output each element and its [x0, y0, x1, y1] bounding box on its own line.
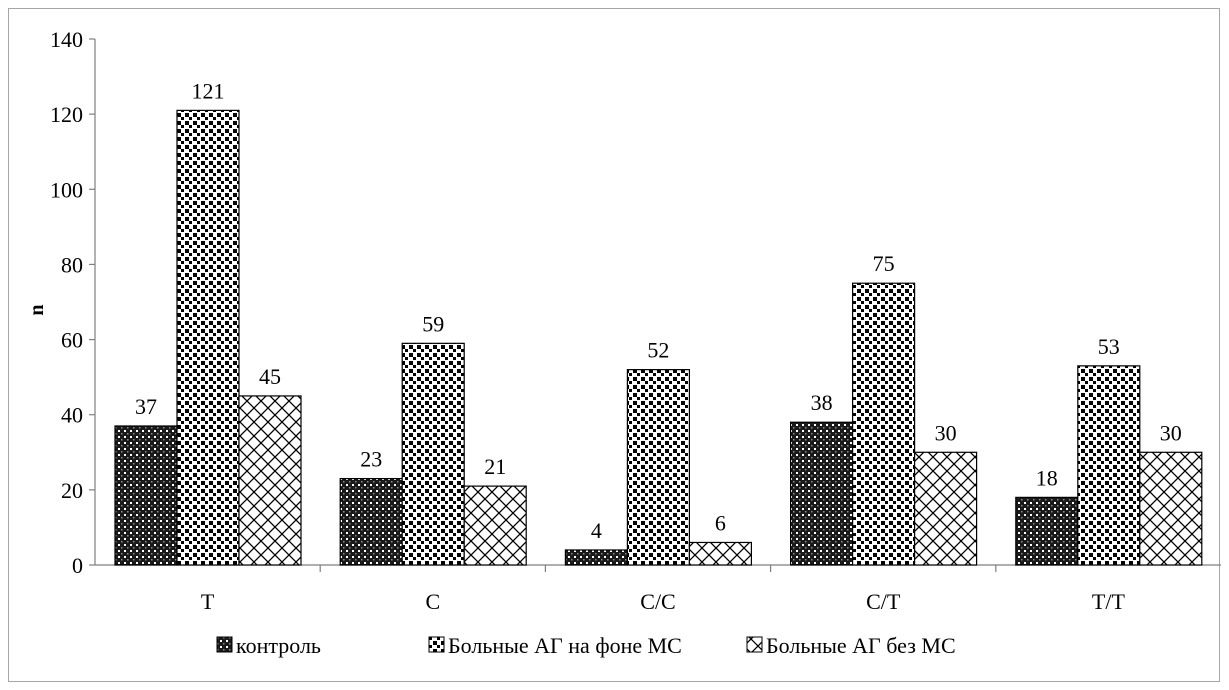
- y-tick-label: 20: [61, 478, 83, 503]
- x-tick-label: C/T: [866, 589, 901, 614]
- bar: [238, 395, 302, 566]
- bar: [564, 549, 629, 566]
- data-label: 21: [484, 454, 506, 479]
- x-tick-label: C: [425, 589, 440, 614]
- data-label: 30: [1160, 420, 1182, 445]
- legend-label: контроль: [236, 633, 321, 658]
- data-label: 37: [135, 394, 157, 419]
- data-label: 75: [873, 251, 895, 276]
- y-tick-label: 0: [72, 553, 83, 578]
- bar: [401, 342, 465, 566]
- bar-chart: 0 20 40 60 80 100 120 140 n T C C/C C/T T/T 37 23 4 38 18…: [26, 27, 1221, 658]
- legend-label: Больные АГ без МС: [766, 633, 956, 658]
- data-label: 6: [715, 510, 726, 535]
- data-label: 4: [591, 518, 602, 543]
- bar: [1015, 496, 1079, 566]
- bar: [789, 421, 854, 566]
- y-tick-label: 140: [50, 27, 83, 52]
- data-label: 18: [1036, 465, 1058, 490]
- data-label: 53: [1098, 334, 1120, 359]
- bar: [114, 425, 178, 566]
- bar: [626, 369, 691, 566]
- y-tick-label: 120: [50, 102, 83, 127]
- bar: [913, 451, 978, 566]
- bar: [1139, 451, 1203, 566]
- bar: [1077, 365, 1141, 566]
- y-axis-label: n: [26, 304, 48, 315]
- legend-swatch: [216, 636, 233, 653]
- data-label: 30: [935, 420, 957, 445]
- bar: [851, 282, 916, 566]
- x-tick-label: T: [201, 589, 215, 614]
- y-tick-label: 40: [61, 403, 83, 428]
- bar: [463, 485, 527, 566]
- legend-label: Больные АГ на фоне МС: [448, 633, 682, 658]
- data-label: 38: [811, 390, 833, 415]
- axes: 0 20 40 60 80 100 120 140 n T C C/C C/T T/T: [26, 27, 1221, 614]
- data-label: 45: [259, 364, 281, 389]
- bar: [339, 477, 403, 566]
- data-label: 52: [647, 338, 669, 363]
- y-tick-label: 60: [61, 328, 83, 353]
- x-tick-label: T/T: [1092, 589, 1126, 614]
- legend-swatch: [746, 636, 763, 653]
- y-tick-label: 80: [61, 252, 83, 277]
- data-label: 59: [422, 311, 444, 336]
- x-tick-label: C/C: [640, 589, 675, 614]
- y-tick-label: 100: [50, 177, 83, 202]
- data-labels: 37 23 4 38 18 121 59 52 75 53 45 21 6 30 30: [135, 78, 1182, 543]
- data-label: 23: [360, 447, 382, 472]
- data-label: 121: [192, 78, 225, 103]
- chart-container: 0 20 40 60 80 100 120 140 n T C C/C C/T T/T 37 23 4 38 18…: [8, 8, 1221, 682]
- legend-swatch: [428, 636, 445, 653]
- bars: [114, 109, 1203, 566]
- bar: [688, 541, 753, 566]
- bar: [176, 109, 240, 566]
- legend: контроль Больные АГ на фоне МС Больные АГ …: [216, 633, 956, 658]
